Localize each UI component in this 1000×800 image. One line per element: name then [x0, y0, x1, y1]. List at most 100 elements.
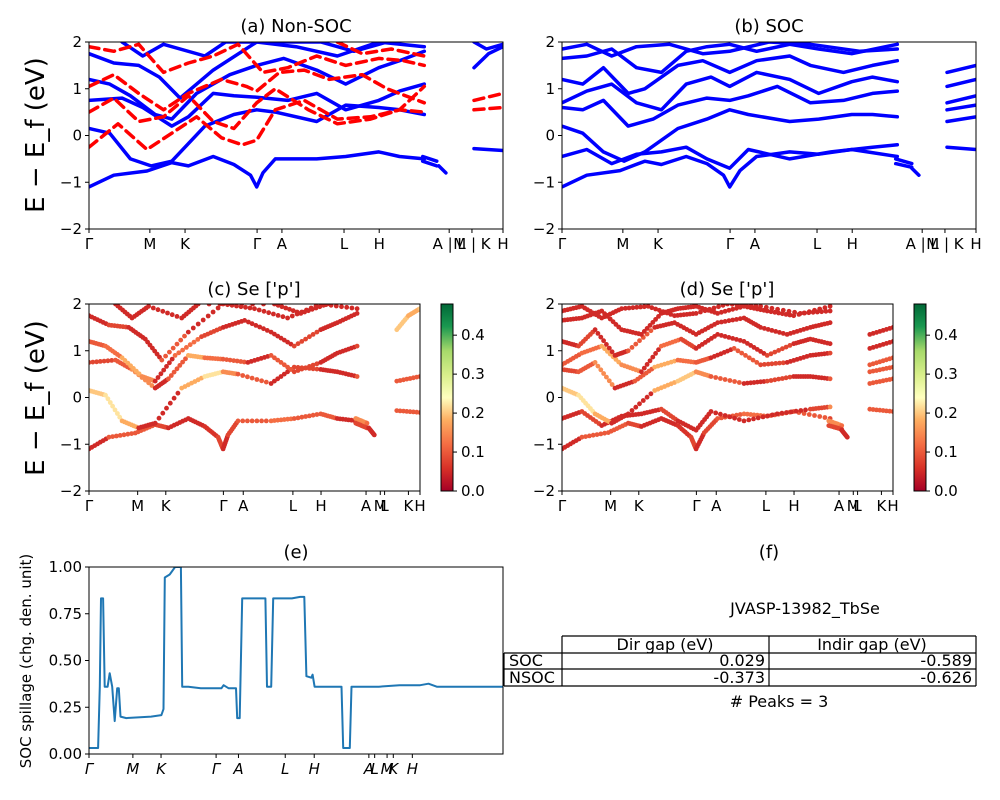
panel-d-plot: 210−1−2Γ M K Γ A L H A ML K H — [533, 295, 899, 515]
panel-d-point — [606, 345, 612, 351]
panel-d-point — [595, 363, 601, 369]
panel-c-ytick: −2 — [60, 482, 82, 500]
panel-d-point — [746, 417, 752, 423]
panel-d-point — [750, 357, 756, 363]
panel-c-point — [166, 376, 171, 382]
panel-b-ytick: 2 — [545, 33, 555, 51]
panel-b-series-line — [562, 42, 900, 75]
panel-c-point — [295, 415, 301, 421]
panel-c-point — [291, 369, 297, 375]
panel-d-point — [780, 360, 786, 366]
panel-c-point — [115, 411, 120, 416]
panel-e-xtick: L — [281, 760, 289, 778]
panel-c-point — [289, 313, 295, 319]
panel-c-point — [417, 374, 420, 379]
panel-c-point — [249, 418, 255, 424]
panel-d-point — [648, 328, 654, 334]
panel-c-point — [155, 307, 161, 313]
panel-c-ytick: 2 — [72, 295, 82, 313]
panel-d-point — [762, 362, 767, 367]
panel-b-xtick: A | L — [906, 235, 940, 253]
panel-b-xtick: Γ — [558, 235, 567, 253]
panel-d-point — [645, 304, 651, 309]
panel-d-point — [802, 310, 807, 316]
panel-c-point — [314, 361, 320, 367]
colorbar-tick: 0.4 — [461, 326, 485, 344]
panel-d-point — [737, 316, 743, 322]
panel-c-point — [290, 308, 296, 314]
panel-d-xtick: H — [887, 497, 898, 515]
panel-d-point — [626, 305, 632, 311]
panel-c-xtick: H — [414, 497, 425, 515]
panel-d-point — [633, 404, 639, 410]
panel-d-point — [722, 377, 728, 382]
panel-d-point — [707, 306, 712, 312]
panel-c-point — [328, 304, 334, 308]
panel-c-point — [257, 324, 263, 330]
panel-c-point — [152, 420, 158, 426]
panel-c-point — [125, 431, 131, 437]
panel-e-xtick: H — [309, 760, 320, 778]
panel-c-point — [299, 339, 305, 344]
panel-c-point — [354, 311, 360, 316]
panel-c-ytick: −1 — [60, 435, 82, 453]
panel-c-point — [171, 369, 177, 375]
panel-d-title: (d) Se ['p'] — [680, 279, 775, 300]
panel-c-point — [167, 349, 172, 355]
panel-c-point — [261, 308, 267, 314]
panel-b-series-line — [562, 143, 900, 170]
panel-d-point — [806, 310, 812, 316]
panel-d-xtick: L — [762, 497, 771, 515]
panel-d-point — [713, 410, 719, 416]
panel-c-point — [114, 433, 119, 439]
panel-d-point — [639, 369, 644, 375]
panel-a-ytick: 0 — [72, 127, 82, 145]
panel-d-point — [890, 325, 893, 330]
panel-a-series-line — [472, 105, 503, 112]
panel-c-xtick: L — [289, 497, 298, 515]
panel-c-point — [246, 319, 251, 325]
panel-c-point — [146, 304, 151, 309]
panel-d-point — [713, 375, 719, 380]
panel-c-point — [339, 304, 344, 310]
panel-c-point — [105, 396, 111, 402]
panel-d-point — [601, 371, 606, 376]
panel-d-point — [722, 308, 728, 314]
panel-c-point — [107, 400, 113, 405]
colorbar-tick: 0.3 — [461, 365, 485, 383]
panel-c-point — [285, 369, 290, 375]
panel-d-point — [708, 409, 714, 414]
panel-b-series-line — [945, 94, 976, 105]
panel-c-point — [302, 309, 307, 315]
panel-e-plot: 1.000.750.500.250.00Γ M K Γ A L H AL MK H — [49, 558, 504, 778]
panel-c-point — [314, 366, 320, 372]
panel-d-point — [641, 304, 647, 310]
panel-d-point — [769, 305, 775, 311]
panel-c-plot: 210−1−2Γ M K Γ A L H A ML K H — [60, 295, 426, 515]
panel-d-point — [619, 306, 624, 312]
panel-d-point — [590, 432, 596, 438]
panel-d-point — [810, 309, 816, 315]
panel-d-point — [653, 351, 658, 356]
panel-b-series-line — [945, 115, 976, 124]
panel-d-point — [583, 434, 588, 439]
panel-c-point — [259, 378, 264, 384]
panel-b-series-line — [562, 70, 900, 112]
panel-c-point — [205, 313, 211, 319]
panel-c-point — [185, 329, 191, 335]
panel-c-point — [303, 414, 308, 419]
panel-d-xtick: K — [876, 497, 887, 515]
panel-c-point — [169, 312, 175, 318]
panel-c-point — [174, 366, 180, 372]
panel-d-point — [787, 374, 793, 380]
panel-d-point — [760, 414, 766, 420]
panel-c-point — [321, 304, 326, 308]
panel-c-point — [182, 333, 187, 339]
panel-d-point — [644, 362, 650, 367]
panel-b-xtick: M — [616, 235, 629, 253]
panel-d-point — [656, 314, 661, 319]
panel-d-point — [648, 391, 654, 397]
panel-d-point — [630, 305, 636, 311]
panel-d-point — [650, 320, 656, 325]
panel-c-point — [210, 309, 216, 315]
